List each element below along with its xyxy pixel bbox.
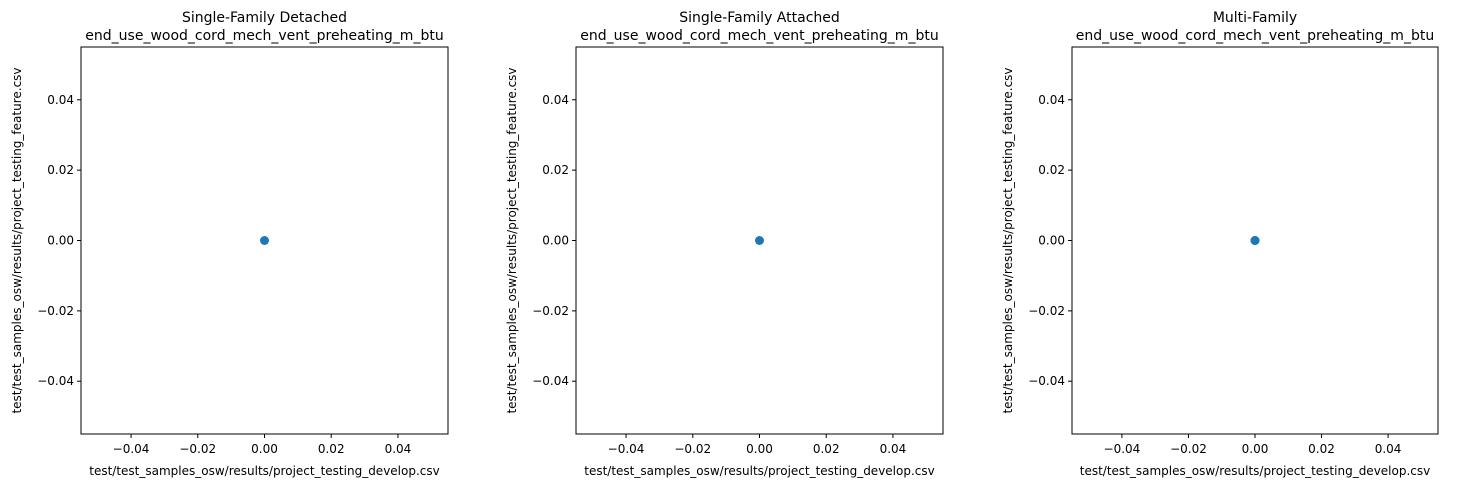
- x-tick-label: 0.04: [880, 442, 907, 456]
- x-tick-label: −0.02: [179, 442, 216, 456]
- x-tick-label: −0.02: [674, 442, 711, 456]
- y-tick-label: 0.04: [47, 93, 74, 107]
- chart-title-line2: end_use_wood_cord_mech_vent_preheating_m…: [580, 28, 938, 44]
- y-tick-label: 0.02: [542, 163, 569, 177]
- x-axis-label: test/test_samples_osw/results/project_te…: [1080, 464, 1431, 478]
- x-tick-label: 0.00: [746, 442, 773, 456]
- scatter-point: [1250, 236, 1260, 245]
- x-tick-label: 0.04: [1375, 442, 1402, 456]
- y-tick-label: −0.04: [532, 374, 569, 388]
- chart-title-line1: Single-Family Detached: [182, 10, 347, 26]
- y-tick-label: −0.02: [532, 304, 569, 318]
- subplot-2: Single-Family Attached end_use_wood_cord_…: [505, 10, 944, 478]
- x-tick-label: 0.02: [1308, 442, 1335, 456]
- x-tick-label: 0.00: [1242, 442, 1269, 456]
- x-tick-label: 0.02: [318, 442, 345, 456]
- x-tick-label: 0.02: [813, 442, 840, 456]
- x-axis-label: test/test_samples_osw/results/project_te…: [584, 464, 935, 478]
- scatter-point: [260, 236, 269, 245]
- x-tick-label: 0.00: [251, 442, 278, 456]
- chart-title-line2: end_use_wood_cord_mech_vent_preheating_m…: [85, 28, 443, 44]
- y-tick-label: 0.04: [542, 93, 569, 107]
- y-axis-label: test/test_samples_osw/results/project_te…: [1001, 67, 1015, 413]
- y-tick-label: 0.00: [542, 234, 569, 248]
- y-axis-label: test/test_samples_osw/results/project_te…: [505, 67, 519, 413]
- x-tick-label: 0.04: [385, 442, 412, 456]
- x-tick-label: −0.04: [608, 442, 645, 456]
- subplot-1: Single-Family Detached end_use_wood_cord_…: [10, 10, 449, 478]
- x-tick-label: −0.04: [1104, 442, 1141, 456]
- x-tick-label: −0.02: [1170, 442, 1207, 456]
- y-tick-label: 0.00: [47, 234, 74, 248]
- subplot-3: Multi-Family end_use_wood_cord_mech_vent_…: [1001, 10, 1439, 478]
- y-tick-label: −0.04: [1028, 374, 1065, 388]
- y-tick-label: −0.04: [37, 374, 74, 388]
- chart-title-line2: end_use_wood_cord_mech_vent_preheating_m…: [1076, 28, 1434, 44]
- y-tick-label: 0.02: [1038, 163, 1065, 177]
- x-axis-label: test/test_samples_osw/results/project_te…: [89, 464, 440, 478]
- chart-title-line1: Multi-Family: [1213, 10, 1297, 26]
- y-tick-label: 0.00: [1038, 234, 1065, 248]
- scatter-point: [755, 236, 764, 245]
- y-tick-label: −0.02: [37, 304, 74, 318]
- y-tick-label: 0.02: [47, 163, 74, 177]
- y-tick-label: 0.04: [1038, 93, 1065, 107]
- y-axis-label: test/test_samples_osw/results/project_te…: [10, 67, 24, 413]
- x-tick-label: −0.04: [113, 442, 150, 456]
- chart-title-line1: Single-Family Attached: [679, 10, 840, 26]
- y-tick-label: −0.02: [1028, 304, 1065, 318]
